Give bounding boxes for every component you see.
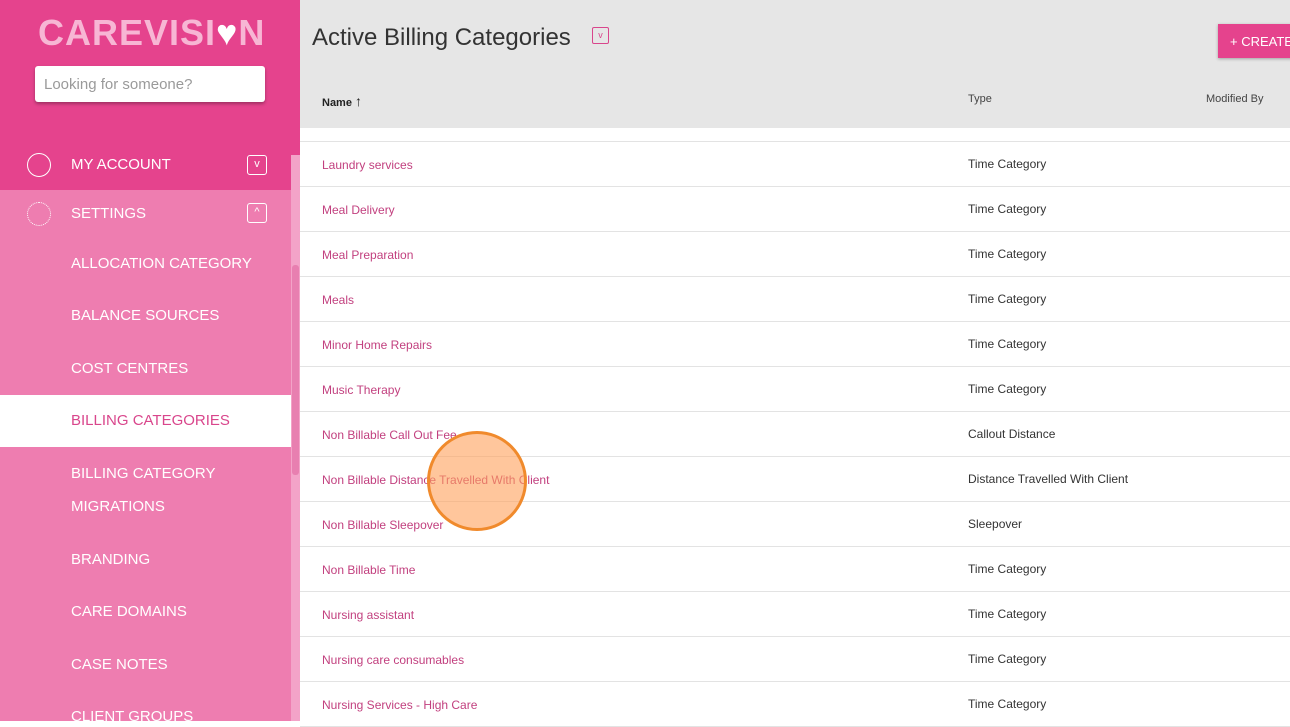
table-row[interactable]: Nursing Services - High Care Time Categor… <box>300 682 1290 727</box>
row-name-link[interactable]: Laundry services <box>322 158 413 172</box>
table-row[interactable]: Non Billable Call Out Fee Callout Distanc… <box>300 412 1290 457</box>
chevron-down-icon[interactable]: v <box>247 155 267 175</box>
sidebar-item-label: COST CENTRES <box>71 360 189 377</box>
chevron-down-icon[interactable]: v <box>592 27 609 44</box>
row-type: Distance Travelled With Client <box>968 472 1129 486</box>
row-name-link[interactable]: Meals <box>322 293 355 307</box>
table-row[interactable]: Music Therapy Time Category <box>300 367 1290 412</box>
table-row[interactable]: Nursing assistant Time Category <box>300 592 1290 637</box>
sidebar-item-allocation-category[interactable]: ALLOCATION CATEGORY <box>0 240 291 290</box>
table-body: Laundry services Time Category Meal Delive… <box>300 128 1290 727</box>
row-type: Time Category <box>968 652 1047 666</box>
table-row[interactable]: Minor Home Repairs Time Category <box>300 322 1290 367</box>
sidebar-item-label: CLIENT GROUPS <box>71 708 194 721</box>
page-title: Active Billing Categories <box>312 24 571 51</box>
sidebar-item-settings[interactable]: SETTINGS ^ <box>0 190 291 240</box>
logo-text-end: N <box>238 12 266 53</box>
row-type: Time Category <box>968 157 1047 171</box>
table-spacer <box>300 128 1290 142</box>
table-row[interactable]: Non Billable Time Time Category <box>300 547 1290 592</box>
sidebar-scrollbar[interactable] <box>291 155 300 721</box>
row-type: Time Category <box>968 607 1047 621</box>
table-row[interactable]: Meal Preparation Time Category <box>300 232 1290 277</box>
table-row[interactable]: Meal Delivery Time Category <box>300 187 1290 232</box>
table-row[interactable]: Laundry services Time Category <box>300 142 1290 187</box>
table-row[interactable]: Nursing care consumables Time Category <box>300 637 1290 682</box>
column-label: Name <box>322 97 352 109</box>
sort-ascending-icon: ↑ <box>355 93 363 109</box>
logo-text: CAREVISI <box>38 12 217 53</box>
row-type: Time Category <box>968 697 1047 711</box>
column-header-name[interactable]: Name ↑ <box>322 93 362 109</box>
row-name-link[interactable]: Meal Delivery <box>322 203 395 217</box>
sidebar: CAREVISI♥N MY ACCOUNT v SETTINGS ^ ALLOC… <box>0 0 300 721</box>
sidebar-item-label: SETTINGS <box>71 205 147 222</box>
row-name-link[interactable]: Meal Preparation <box>322 248 414 262</box>
sidebar-item-label: ALLOCATION CATEGORY <box>71 255 252 272</box>
sidebar-item-label: CASE NOTES <box>71 656 168 673</box>
row-name-link[interactable]: Non Billable Call Out Fee <box>322 428 457 442</box>
table-row[interactable]: Non Billable Sleepover Sleepover <box>300 502 1290 547</box>
sidebar-item-label: BRANDING <box>71 551 151 568</box>
table-row[interactable]: Meals Time Category <box>300 277 1290 322</box>
sidebar-item-label: BILLING CATEGORY <box>71 465 216 482</box>
heart-icon: ♥ <box>216 12 239 53</box>
sidebar-item-billing-category-migrations[interactable]: BILLING CATEGORY MIGRATIONS <box>0 447 291 533</box>
row-name-link[interactable]: Music Therapy <box>322 383 401 397</box>
sidebar-item-label: MY ACCOUNT <box>71 156 171 173</box>
row-type: Time Category <box>968 247 1047 261</box>
page-header: Active Billing Categories v + CREATE Nam… <box>300 0 1290 128</box>
chevron-up-icon[interactable]: ^ <box>247 203 267 223</box>
sidebar-item-my-account[interactable]: MY ACCOUNT v <box>0 150 291 190</box>
column-header-type[interactable]: Type <box>968 93 992 105</box>
sidebar-item-client-groups[interactable]: CLIENT GROUPS <box>0 690 291 721</box>
sidebar-item-label: MIGRATIONS <box>71 498 165 515</box>
sidebar-item-label: CARE DOMAINS <box>71 603 187 620</box>
sidebar-item-label: BILLING CATEGORIES <box>71 412 230 429</box>
row-name-link[interactable]: Non Billable Time <box>322 563 416 577</box>
row-type: Time Category <box>968 202 1047 216</box>
row-type: Time Category <box>968 562 1047 576</box>
sidebar-item-billing-categories[interactable]: BILLING CATEGORIES <box>0 395 291 447</box>
row-type: Sleepover <box>968 517 1023 531</box>
row-type: Callout Distance <box>968 427 1056 441</box>
row-name-link[interactable]: Nursing Services - High Care <box>322 698 478 712</box>
sidebar-item-branding[interactable]: BRANDING <box>0 533 291 585</box>
search-input[interactable] <box>35 66 265 102</box>
row-name-link[interactable]: Non Billable Sleepover <box>322 518 444 532</box>
row-type: Time Category <box>968 337 1047 351</box>
column-header-modified-by[interactable]: Modified By <box>1206 93 1264 105</box>
scrollbar-thumb[interactable] <box>292 265 299 475</box>
logo: CAREVISI♥N <box>38 12 265 54</box>
sidebar-item-cost-centres[interactable]: COST CENTRES <box>0 342 291 395</box>
sidebar-item-balance-sources[interactable]: BALANCE SOURCES <box>0 290 291 342</box>
user-icon <box>27 153 51 177</box>
row-name-link[interactable]: Nursing care consumables <box>322 653 465 667</box>
row-type: Time Category <box>968 292 1047 306</box>
click-indicator <box>427 431 527 531</box>
row-name-link[interactable]: Nursing assistant <box>322 608 415 622</box>
create-button[interactable]: + CREATE <box>1218 24 1290 58</box>
sidebar-item-case-notes[interactable]: CASE NOTES <box>0 638 291 690</box>
sidebar-item-label: BALANCE SOURCES <box>71 307 220 324</box>
gear-icon <box>27 202 51 226</box>
row-name-link[interactable]: Minor Home Repairs <box>322 338 433 352</box>
row-type: Time Category <box>968 382 1047 396</box>
sidebar-item-care-domains[interactable]: CARE DOMAINS <box>0 585 291 638</box>
